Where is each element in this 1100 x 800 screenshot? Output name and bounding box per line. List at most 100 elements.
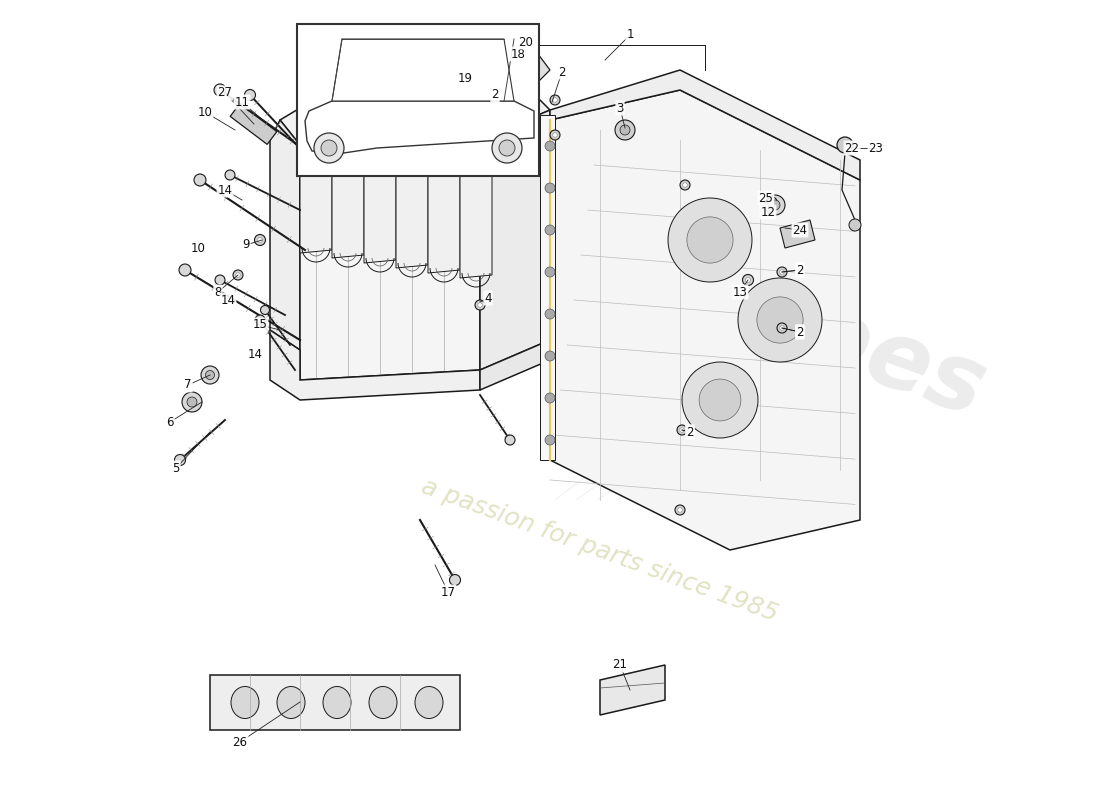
Circle shape (700, 379, 741, 421)
Circle shape (321, 140, 337, 156)
Circle shape (544, 225, 556, 235)
Polygon shape (230, 104, 277, 144)
Text: europes: europes (562, 203, 998, 437)
Text: 2: 2 (796, 326, 804, 338)
Circle shape (770, 200, 780, 210)
Text: 14: 14 (248, 349, 263, 362)
Polygon shape (480, 110, 550, 370)
Circle shape (682, 362, 758, 438)
Polygon shape (540, 115, 556, 460)
Circle shape (475, 300, 485, 310)
Text: 2: 2 (796, 263, 804, 277)
Text: 15: 15 (253, 318, 267, 331)
Text: 12: 12 (760, 206, 775, 218)
Ellipse shape (368, 686, 397, 718)
Circle shape (544, 393, 556, 403)
Circle shape (516, 62, 528, 74)
Circle shape (505, 435, 515, 445)
Polygon shape (505, 50, 550, 90)
Polygon shape (300, 140, 480, 380)
Circle shape (544, 267, 556, 277)
Text: 3: 3 (616, 102, 624, 114)
Circle shape (244, 90, 255, 101)
Ellipse shape (323, 686, 351, 718)
Circle shape (746, 278, 750, 282)
Circle shape (477, 302, 482, 307)
Circle shape (764, 195, 785, 215)
Circle shape (179, 264, 191, 276)
Circle shape (550, 95, 560, 105)
Circle shape (680, 180, 690, 190)
Polygon shape (460, 167, 492, 278)
Ellipse shape (415, 686, 443, 718)
Circle shape (470, 67, 480, 77)
Circle shape (490, 90, 494, 94)
Circle shape (767, 197, 777, 207)
Circle shape (550, 130, 560, 140)
Polygon shape (428, 162, 460, 273)
Circle shape (837, 137, 852, 153)
Circle shape (675, 505, 685, 515)
Polygon shape (280, 80, 550, 145)
Polygon shape (780, 220, 815, 248)
Text: 2: 2 (686, 426, 694, 438)
Text: 10: 10 (198, 106, 212, 118)
Text: 10: 10 (190, 242, 206, 254)
Polygon shape (210, 675, 460, 730)
Circle shape (738, 278, 822, 362)
Circle shape (257, 238, 263, 242)
Ellipse shape (231, 686, 258, 718)
Bar (297, 24, 539, 176)
Circle shape (254, 234, 265, 246)
Circle shape (233, 270, 243, 280)
Text: 22: 22 (845, 142, 859, 154)
Text: 13: 13 (733, 286, 747, 298)
Text: 17: 17 (440, 586, 455, 598)
Circle shape (742, 274, 754, 286)
Text: 9: 9 (242, 238, 250, 251)
Text: 2: 2 (796, 326, 804, 338)
Circle shape (261, 306, 270, 314)
Text: 14: 14 (218, 183, 232, 197)
Circle shape (187, 397, 197, 407)
Circle shape (235, 273, 240, 278)
Circle shape (314, 133, 344, 163)
Text: 4: 4 (484, 291, 492, 305)
Text: 18: 18 (510, 47, 526, 61)
Text: 7: 7 (185, 378, 191, 391)
Circle shape (544, 309, 556, 319)
Text: 2: 2 (796, 263, 804, 277)
Circle shape (770, 200, 774, 204)
Circle shape (214, 84, 225, 96)
Polygon shape (332, 147, 364, 258)
Text: 2: 2 (686, 426, 694, 438)
Circle shape (544, 183, 556, 193)
Text: 1: 1 (626, 29, 634, 42)
Circle shape (499, 140, 515, 156)
Text: 6: 6 (166, 415, 174, 429)
Ellipse shape (277, 686, 305, 718)
Polygon shape (550, 70, 860, 180)
Circle shape (194, 174, 206, 186)
Circle shape (615, 120, 635, 140)
Polygon shape (305, 101, 534, 154)
Circle shape (473, 70, 477, 74)
Circle shape (620, 125, 630, 135)
Text: 27: 27 (218, 86, 232, 99)
Circle shape (552, 98, 558, 102)
Text: 8: 8 (214, 286, 222, 298)
Circle shape (849, 219, 861, 231)
Polygon shape (364, 152, 396, 263)
Circle shape (683, 182, 688, 187)
Polygon shape (332, 39, 514, 101)
Circle shape (676, 425, 688, 435)
Text: 25: 25 (759, 191, 773, 205)
Circle shape (757, 297, 803, 343)
Circle shape (780, 270, 784, 274)
Circle shape (175, 454, 186, 466)
Text: 2: 2 (558, 66, 565, 78)
Text: 2: 2 (492, 89, 498, 102)
Text: 21: 21 (613, 658, 627, 671)
Polygon shape (396, 157, 428, 268)
Circle shape (686, 217, 733, 263)
